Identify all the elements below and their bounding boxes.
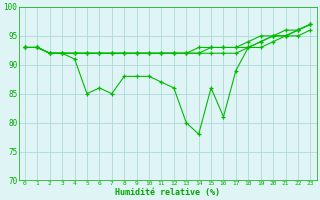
X-axis label: Humidité relative (%): Humidité relative (%) [115,188,220,197]
